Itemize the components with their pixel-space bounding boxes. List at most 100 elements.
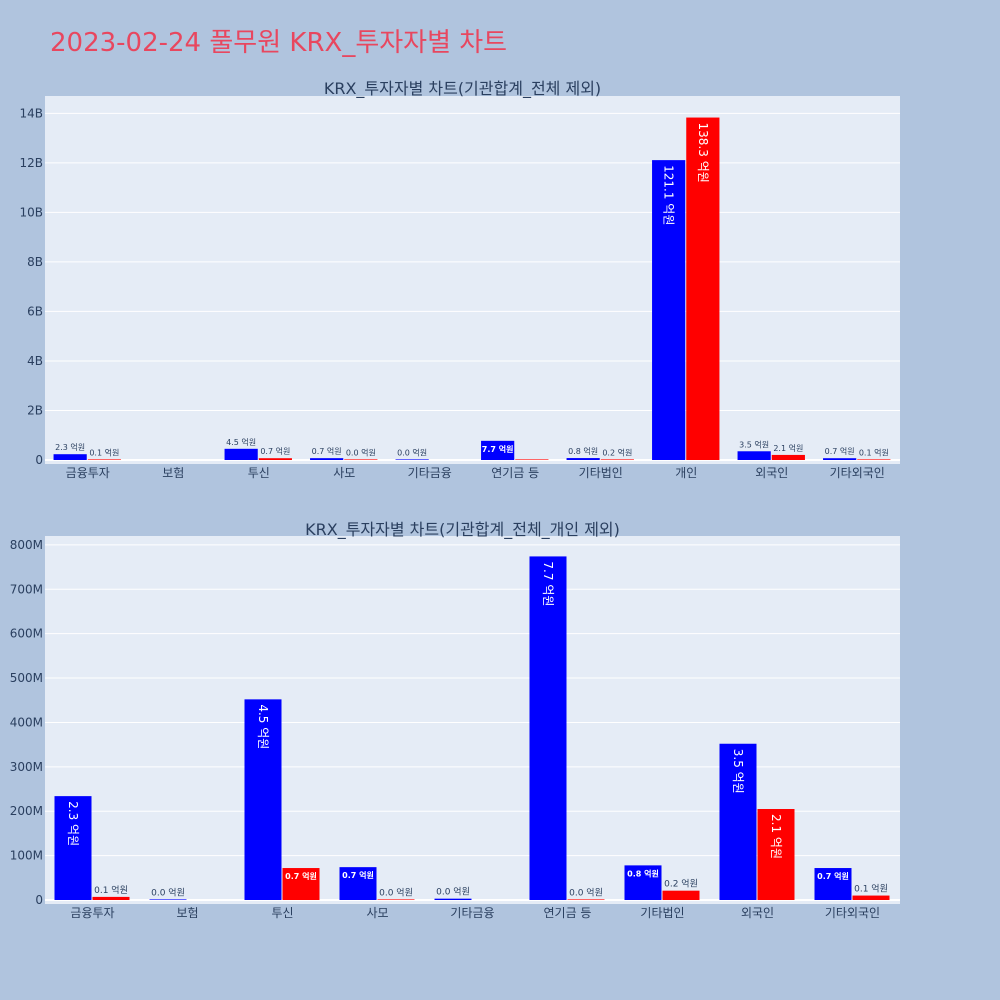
bar-sell: [852, 895, 890, 900]
bar-data-label: 7.7 억원: [541, 561, 555, 606]
x-tick-label: 외국인: [755, 466, 788, 480]
bar-sell: [686, 117, 720, 461]
bar-buy: [53, 454, 87, 460]
bar-data-label: 0.7 억원: [285, 871, 317, 881]
bar-buy: [149, 899, 187, 900]
bar-data-label: 0.7 억원: [817, 871, 849, 881]
y-tick-label: 2B: [27, 403, 43, 417]
chart-2: KRX_투자자별 차트(기관합계_전체_개인 제외) 0 100M 200M 300M 4…: [10, 520, 900, 920]
bar-data-label: 2.1 억원: [769, 814, 783, 859]
bar-buy: [566, 458, 600, 460]
bar-data-label: 0.0 억원: [436, 886, 470, 898]
bar-data-label: 0.1 억원: [94, 884, 128, 896]
bar-data-label: 0.2 억원: [664, 878, 698, 890]
bar-sell: [662, 890, 700, 900]
bar-data-label: 0.1 억원: [859, 447, 889, 457]
bar-data-label: 0.2 억원: [602, 447, 632, 457]
bar-buy: [244, 699, 282, 900]
x-tick-label: 보험: [162, 466, 184, 480]
bar-data-label: 0.0 억원: [379, 886, 413, 898]
bar-data-label: 2.1 억원: [773, 443, 803, 453]
chart-title: KRX_투자자별 차트(기관합계_전체 제외): [324, 79, 601, 99]
bar-sell: [857, 459, 891, 460]
x-tick-label: 외국인: [741, 906, 774, 920]
bar-data-label: 3.5 억원: [731, 749, 745, 794]
y-tick-label: 100M: [10, 849, 43, 863]
y-tick-label: 14B: [19, 106, 43, 120]
x-tick-label: 금융투자: [70, 906, 114, 920]
y-tick-label: 500M: [10, 671, 43, 685]
bar-data-label: 0.0 억원: [346, 447, 376, 457]
y-tick-label: 0: [35, 453, 43, 467]
bar-sell: [377, 899, 415, 900]
bar-sell: [92, 896, 130, 900]
bar-buy: [54, 796, 92, 900]
bar-sell: [282, 868, 320, 900]
bar-buy: [395, 459, 429, 460]
bar-data-label: 0.7 억원: [312, 446, 342, 456]
bar-buy: [737, 451, 771, 460]
bar-data-label: 138.3 억원: [696, 123, 710, 183]
bar-sell: [567, 899, 605, 900]
y-tick-label: 0: [35, 893, 43, 907]
x-tick-label: 기타법인: [640, 906, 684, 920]
x-tick-label: 연기금 등: [544, 906, 592, 920]
bar-buy: [481, 440, 515, 460]
bar-data-label: 4.5 억원: [256, 704, 270, 749]
bar-sell: [757, 809, 795, 900]
x-tick-label: 사모: [366, 906, 388, 920]
bar-data-label: 2.3 억원: [66, 801, 80, 846]
bar-buy: [224, 448, 258, 460]
x-tick-label: 금융투자: [66, 466, 110, 480]
x-tick-label: 연기금 등: [491, 466, 539, 480]
chart-1: KRX_투자자별 차트(기관합계_전체 제외) 0 2B 4B 6B 8B 10B 12B 14…: [19, 79, 900, 480]
x-tick-label: 사모: [333, 466, 355, 480]
y-tick-label: 10B: [19, 205, 43, 219]
bar-data-label: 0.8 억원: [627, 868, 659, 878]
bar-buy: [823, 458, 857, 460]
bar-buy: [719, 743, 757, 900]
bar-data-label: 0.0 억원: [397, 447, 427, 457]
x-tick-label: 기타외국인: [825, 906, 880, 920]
bar-data-label: 0.7 억원: [825, 446, 855, 456]
bar-sell: [344, 459, 378, 460]
bar-buy: [624, 865, 662, 900]
bar-buy: [434, 898, 472, 900]
x-tick-label: 보험: [176, 906, 198, 920]
bar-data-label: 0.1 억원: [89, 447, 119, 457]
bar-data-label: 2.3 억원: [55, 442, 85, 452]
bar-buy: [339, 867, 377, 900]
bar-sell: [600, 459, 634, 460]
x-tick-label: 개인: [675, 466, 697, 480]
x-tick-label: 기타금융: [408, 466, 452, 480]
bar-sell: [771, 454, 805, 460]
bar-data-label: 0.8 억원: [568, 446, 598, 456]
bar-buy: [529, 556, 567, 900]
bar-data-label: 7.7 억원: [482, 444, 514, 454]
bar-buy: [310, 458, 344, 460]
x-tick-label: 기타금융: [450, 906, 494, 920]
y-tick-label: 6B: [27, 304, 43, 318]
y-tick-label: 300M: [10, 760, 43, 774]
bar-data-label: 0.0 억원: [151, 886, 185, 898]
bar-data-label: 3.5 억원: [739, 439, 769, 449]
y-tick-label: 800M: [10, 538, 43, 552]
x-tick-label: 투신: [248, 466, 270, 480]
bar-sell: [258, 458, 292, 460]
y-tick-label: 12B: [19, 156, 43, 170]
page-title: 2023-02-24 풀무원 KRX_투자자별 차트: [50, 28, 508, 58]
y-tick-label: 600M: [10, 627, 43, 641]
y-tick-label: 8B: [27, 255, 43, 269]
y-tick-label: 4B: [27, 354, 43, 368]
x-tick-label: 기타법인: [579, 466, 623, 480]
y-tick-label: 200M: [10, 804, 43, 818]
x-tick-label: 기타외국인: [830, 466, 885, 480]
bar-sell: [87, 459, 121, 460]
plot-area: [45, 96, 900, 464]
y-tick-label: 700M: [10, 582, 43, 596]
bar-buy: [814, 868, 852, 900]
x-tick-label: 투신: [271, 906, 293, 920]
bar-data-label: 0.7 억원: [260, 446, 290, 456]
bar-data-label: 0.0 억원: [569, 886, 603, 898]
